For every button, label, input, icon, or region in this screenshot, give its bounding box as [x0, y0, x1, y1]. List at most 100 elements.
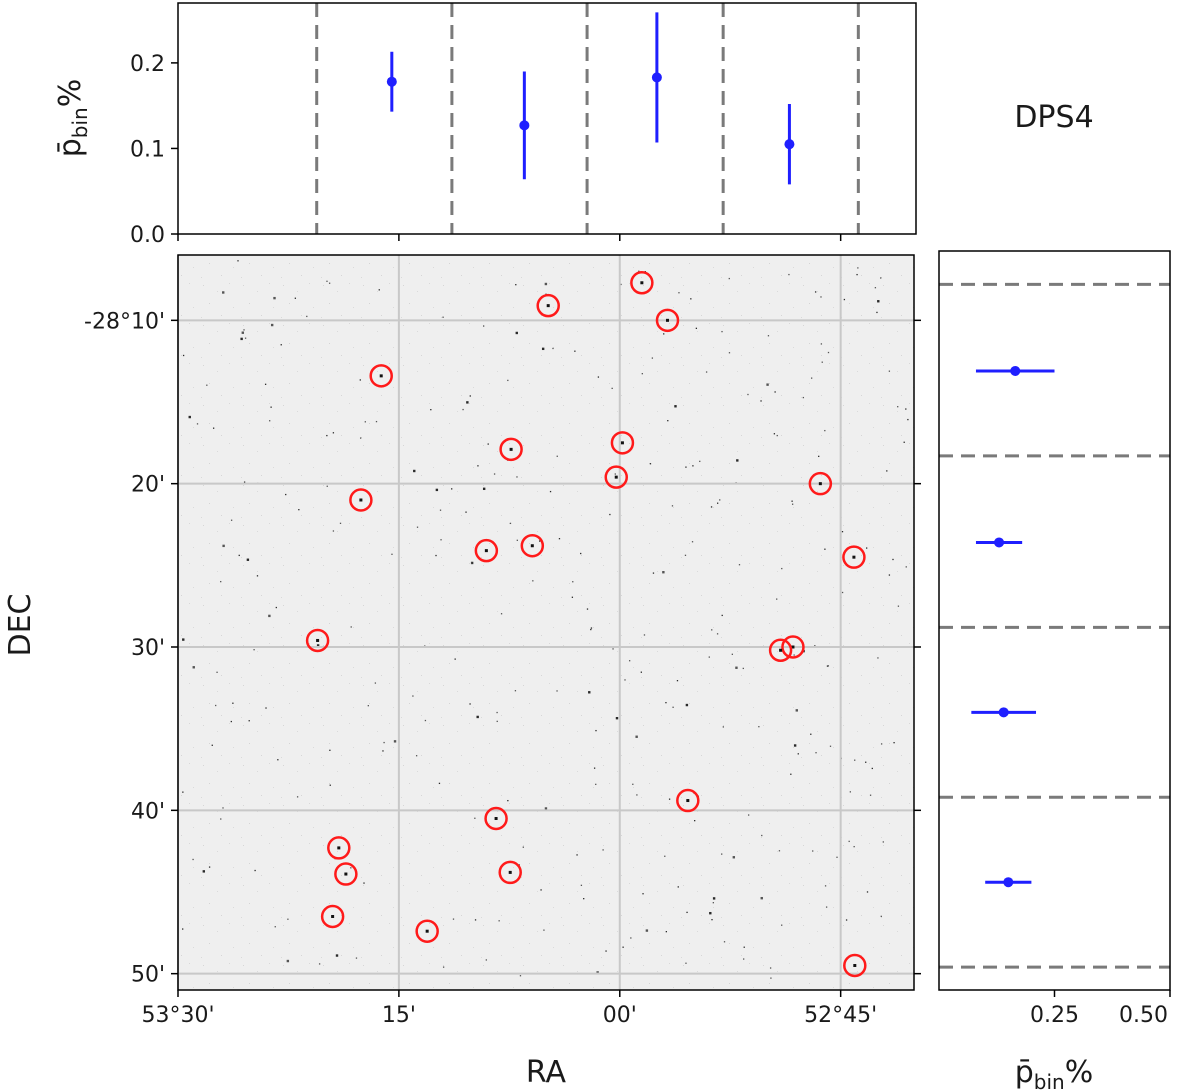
source-circle — [334, 862, 358, 886]
star-dot — [814, 291, 817, 293]
star-dot — [256, 575, 259, 577]
star-dot — [597, 376, 600, 378]
source-star — [484, 549, 488, 553]
source-circle — [499, 437, 523, 462]
star-dot — [208, 866, 211, 868]
star-dot — [435, 554, 437, 557]
star-dot — [182, 354, 185, 357]
source-circle — [484, 806, 508, 831]
source-star — [530, 544, 534, 548]
star-dot — [240, 337, 243, 341]
star-dot — [827, 351, 830, 354]
star-dot — [522, 846, 524, 848]
star-dot — [691, 541, 694, 543]
top-y-axis-label: p̄bin% — [53, 79, 92, 158]
star-dot — [383, 741, 385, 744]
star-dot — [866, 547, 868, 549]
star-dot — [709, 911, 712, 915]
star-dot — [286, 959, 290, 963]
star-dot — [743, 958, 745, 960]
star-dot — [841, 591, 844, 594]
star-dot — [672, 706, 674, 708]
star-dot — [747, 814, 750, 816]
source-star — [494, 817, 498, 820]
star-dot — [684, 554, 687, 556]
star-dot — [677, 886, 679, 888]
star-dot — [667, 420, 669, 422]
star-dot — [230, 720, 232, 723]
star-dot — [374, 682, 377, 684]
star-dot — [747, 393, 749, 396]
star-dot — [442, 316, 444, 318]
star-dot — [712, 902, 714, 904]
star-dot — [580, 884, 583, 886]
star-dot — [462, 408, 464, 411]
star-dot — [602, 849, 604, 851]
star-dot — [451, 488, 453, 490]
star-dot — [694, 819, 696, 822]
star-dot — [678, 292, 680, 294]
star-dot — [773, 433, 776, 435]
star-dot — [791, 500, 793, 502]
star-dot — [874, 287, 877, 289]
x-tick-label: 52°45' — [804, 1003, 877, 1028]
star-dot — [588, 691, 591, 694]
star-dot — [886, 470, 888, 472]
star-dot — [728, 352, 731, 354]
star-dot — [797, 753, 799, 755]
star-dot — [760, 896, 763, 900]
star-dot — [532, 580, 534, 582]
star-dot — [515, 331, 518, 335]
star-dot — [778, 850, 781, 852]
star-dot — [892, 558, 894, 561]
star-dot — [676, 680, 679, 682]
star-dot — [519, 975, 522, 977]
star-dot — [316, 644, 320, 647]
source-star — [640, 281, 644, 285]
star-dot — [774, 391, 776, 393]
star-dot — [877, 657, 879, 659]
star-dot — [766, 383, 769, 386]
star-dot — [880, 915, 882, 917]
source-star — [379, 374, 383, 378]
star-dot — [211, 744, 213, 746]
star-dot — [509, 522, 512, 525]
source-star — [791, 645, 795, 649]
star-dot — [222, 807, 224, 809]
star-dot — [649, 463, 652, 465]
star-dot — [738, 564, 741, 566]
right-x-tick-label: 0.25 — [1030, 1003, 1079, 1028]
source-circle — [604, 465, 628, 489]
top-bin-edges — [315, 3, 860, 234]
main-plot-frame — [177, 254, 915, 991]
star-dot — [695, 327, 698, 329]
star-dot — [496, 720, 498, 723]
source-circle — [610, 431, 635, 455]
star-dot — [641, 373, 643, 375]
star-dot — [549, 490, 552, 493]
star-dot — [853, 845, 855, 848]
star-dot — [544, 807, 548, 810]
star-dot — [496, 711, 498, 714]
star-dot — [182, 928, 184, 930]
star-dot — [820, 296, 822, 298]
star-dot — [645, 929, 649, 932]
star-dot — [758, 726, 760, 728]
source-circle — [474, 538, 499, 563]
y-axis-label: DEC — [3, 593, 38, 656]
star-dot — [452, 918, 455, 920]
star-dot — [232, 702, 234, 704]
star-dot — [294, 297, 297, 299]
star-dot — [306, 315, 308, 318]
source-star — [546, 304, 550, 308]
star-dot — [246, 558, 250, 561]
star-dot — [632, 783, 634, 785]
star-dot — [731, 653, 733, 655]
star-dot — [712, 897, 716, 900]
star-dot — [416, 526, 419, 528]
y-tick-label: 50' — [131, 963, 165, 988]
star-dot — [880, 277, 882, 279]
star-dot — [622, 946, 624, 948]
star-dot — [877, 300, 880, 303]
star-dot — [576, 854, 578, 856]
